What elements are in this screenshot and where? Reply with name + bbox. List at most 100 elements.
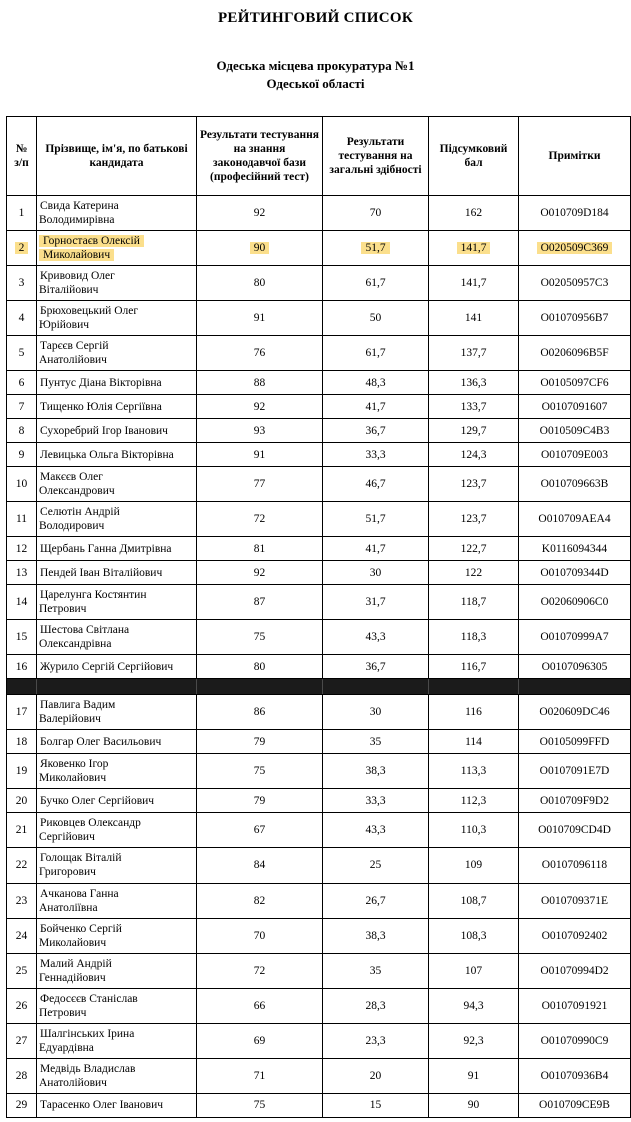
cell-total-score: 92,3	[428, 1022, 519, 1059]
note-code: O0105097CF6	[540, 376, 609, 389]
row-number: 10	[15, 478, 28, 491]
cell-name: Селютін Андрій Володирович	[36, 501, 197, 538]
cell-prof-score: 67	[196, 812, 323, 849]
prof-score: 93	[253, 424, 266, 437]
prof-score: 72	[253, 964, 266, 977]
total-score: 109	[464, 859, 483, 872]
table-row: 26 Федосєєв Станіслав Петрович 66 28,3 9…	[6, 987, 631, 1024]
candidate-name: Яковенко Ігор Миколайович	[39, 758, 109, 785]
cell-note: O0107096305	[518, 654, 631, 680]
note-code: O0107092402	[541, 929, 608, 942]
cell-total-score: 141	[428, 300, 519, 337]
abilities-score: 41,7	[365, 542, 386, 555]
abilities-score: 36,7	[365, 424, 386, 437]
table-row: 20 Бучко Олег Сергійович 79 33,3 112,3 O…	[6, 788, 631, 814]
abilities-score: 35	[369, 735, 382, 748]
cell-num: 24	[6, 917, 37, 954]
cell-prof-score: 91	[196, 442, 323, 468]
candidate-name: Павлига Вадим Валерійович	[39, 699, 116, 726]
note-code: O01070994D2	[540, 964, 609, 977]
redacted-cell	[322, 678, 429, 696]
table-row: 12 Щербань Ганна Дмитрівна 81 41,7 122,7…	[6, 536, 631, 562]
cell-note: O02060906C0	[518, 584, 631, 621]
prof-score: 75	[253, 765, 266, 778]
cell-total-score: 137,7	[428, 335, 519, 372]
table-row: 29 Тарасенко Олег Іванович 75 15 90 O010…	[6, 1092, 631, 1118]
row-number: 25	[15, 964, 28, 977]
prof-score: 80	[253, 660, 266, 673]
abilities-score: 23,3	[365, 1034, 386, 1047]
note-code: O020609DC46	[539, 706, 610, 719]
prof-score: 76	[253, 347, 266, 360]
cell-note: O01070936B4	[518, 1057, 631, 1094]
cell-num: 2	[6, 230, 37, 267]
table-row: 22 Голощак Віталій Григорович 84 25 109 …	[6, 847, 631, 884]
table-row: 19 Яковенко Ігор Миколайович 75 38,3 113…	[6, 753, 631, 790]
cell-total-score: 136,3	[428, 370, 519, 396]
table-row: 18 Болгар Олег Васильович 79 35 114 O010…	[6, 729, 631, 755]
cell-abilities-score: 28,3	[322, 987, 429, 1024]
prof-score: 66	[253, 999, 266, 1012]
candidate-name: Тарасенко Олег Іванович	[40, 1099, 164, 1112]
candidate-name: Риковцев Олександр Сергійович	[39, 817, 141, 844]
abilities-score: 35	[369, 964, 382, 977]
abilities-score: 38,3	[365, 929, 386, 942]
table-row: 25 Малий Андрій Геннадійович 72 35 107 O…	[6, 952, 631, 989]
cell-name: Федосєєв Станіслав Петрович	[36, 987, 197, 1024]
cell-abilities-score: 31,7	[322, 584, 429, 621]
total-score: 137,7	[460, 347, 487, 360]
table-row: 2 Горностаєв Олексій Миколайович 90 51,7…	[6, 230, 631, 267]
total-score: 92,3	[463, 1034, 484, 1047]
cell-num: 20	[6, 788, 37, 814]
cell-num: 12	[6, 536, 37, 562]
row-number: 4	[18, 312, 25, 325]
redacted-row	[6, 678, 631, 696]
prof-score: 91	[253, 448, 266, 461]
cell-note: O02050957C3	[518, 265, 631, 302]
cell-name: Горностаєв Олексій Миколайович	[36, 230, 197, 267]
table-row: 10 Макєєв Олег Олександрович 77 46,7 123…	[6, 466, 631, 503]
candidate-name: Журило Сергій Сергійович	[40, 660, 174, 673]
table-row: 3 Кривовид Олег Віталійович 80 61,7 141,…	[6, 265, 631, 302]
cell-total-score: 116,7	[428, 654, 519, 680]
table-row: 24 Бойченко Сергій Миколайович 70 38,3 1…	[6, 917, 631, 954]
candidate-name: Болгар Олег Васильович	[40, 735, 162, 748]
candidate-name: Шестова Світлана Олександрівна	[39, 624, 130, 651]
subtitle-line-2: Одеської області	[266, 75, 365, 91]
row-number: 19	[15, 765, 28, 778]
cell-prof-score: 76	[196, 335, 323, 372]
note-code: O010709D184	[540, 207, 609, 220]
total-score: 122,7	[460, 542, 487, 555]
cell-num: 10	[6, 466, 37, 503]
table-row: 11 Селютін Андрій Володирович 72 51,7 12…	[6, 501, 631, 538]
cell-name: Бойченко Сергій Миколайович	[36, 917, 197, 954]
header-prof-test: Результати тестування на знання законода…	[196, 116, 323, 197]
cell-note: O0105097CF6	[518, 370, 631, 396]
cell-abilities-score: 26,7	[322, 882, 429, 919]
cell-name: Левицька Ольга Вікторівна	[36, 442, 197, 468]
cell-note: K0116094344	[518, 536, 631, 562]
cell-note: O010709D184	[518, 195, 631, 232]
note-code: O02060906C0	[540, 596, 609, 609]
note-code: O010709CD4D	[538, 824, 611, 837]
cell-abilities-score: 51,7	[322, 230, 429, 267]
total-score: 90	[467, 1099, 480, 1112]
row-number: 15	[15, 631, 28, 644]
row-number: 12	[15, 542, 28, 555]
note-code: K0116094344	[541, 542, 608, 555]
row-number: 11	[15, 513, 28, 526]
cell-total-score: 114	[428, 729, 519, 755]
abilities-score: 33,3	[365, 794, 386, 807]
cell-note: O01070999A7	[518, 619, 631, 656]
cell-abilities-score: 23,3	[322, 1022, 429, 1059]
cell-total-score: 110,3	[428, 812, 519, 849]
abilities-score: 28,3	[365, 999, 386, 1012]
row-number: 16	[15, 660, 28, 673]
cell-abilities-score: 50	[322, 300, 429, 337]
cell-num: 26	[6, 987, 37, 1024]
cell-num: 28	[6, 1057, 37, 1094]
cell-name: Бучко Олег Сергійович	[36, 788, 197, 814]
cell-total-score: 91	[428, 1057, 519, 1094]
note-code: O0105099FFD	[539, 735, 610, 748]
candidate-name: Щербань Ганна Дмитрівна	[40, 542, 172, 555]
